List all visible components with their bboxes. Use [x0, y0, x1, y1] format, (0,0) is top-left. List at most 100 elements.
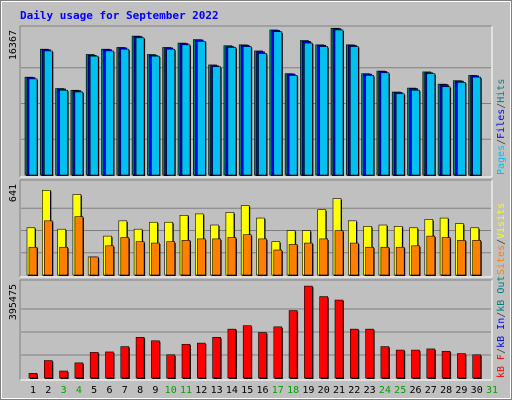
bar [181, 343, 191, 379]
panel-legend: kB F/kB In/kB Out [496, 276, 507, 378]
bar [288, 75, 298, 176]
x-tick-label: 12 [195, 385, 207, 396]
x-tick-label: 9 [152, 385, 158, 396]
panel-pages-files-hits: 16367 Pages/Files/Hits [8, 25, 507, 178]
x-tick-label: 29 [455, 385, 467, 396]
bar [166, 354, 175, 379]
legend-entry: Files [496, 109, 507, 139]
series-kb-f [28, 285, 482, 379]
bar [135, 37, 145, 176]
x-tick-label: 6 [106, 385, 112, 396]
bar [426, 73, 436, 176]
legend-entry: / [496, 312, 507, 318]
x-tick-label: 30 [471, 385, 483, 396]
bar [105, 351, 114, 379]
bar [380, 346, 390, 379]
outer-border-light [1, 1, 511, 399]
x-axis-labels: 1 2 3 4 5 6 7 8 9 10 11 12 13 14 15 16 17 18 19 20 21 22 23 24 2… [30, 385, 498, 396]
bar [395, 349, 405, 379]
series-pages [28, 29, 482, 177]
panel-kb: 395475 kB F/kB In/kB Out [8, 276, 507, 381]
bar [426, 235, 436, 276]
legend-entry: / [496, 348, 507, 354]
bar [411, 245, 420, 276]
x-tick-label: 5 [91, 385, 97, 396]
bar [197, 41, 206, 176]
x-tick-label: 15 [241, 385, 253, 396]
y-max-label: 16367 [8, 30, 19, 60]
x-tick-label: 25 [394, 385, 406, 396]
bar [89, 55, 99, 176]
bar [212, 238, 221, 276]
bar [319, 46, 329, 176]
bar [242, 46, 252, 176]
bar [258, 53, 267, 176]
panel-legend: Sites/Visits [496, 203, 507, 275]
bar [181, 44, 191, 176]
bar [426, 348, 436, 379]
chart-panels: 16367Pages/Files/Hits641Sites/Visits3954… [8, 25, 507, 381]
bar [441, 350, 451, 379]
bar [227, 47, 237, 176]
bar [28, 78, 38, 176]
x-tick-label: 31 [486, 385, 498, 396]
bar [120, 48, 130, 176]
x-tick-label: 20 [318, 385, 330, 396]
x-tick-label: 27 [425, 385, 437, 396]
bar [411, 349, 420, 379]
x-tick-label: 13 [211, 385, 223, 396]
legend-entry: / [496, 103, 507, 109]
bar [120, 237, 130, 276]
bar [59, 246, 68, 276]
legend-entry: Sites [496, 245, 507, 275]
bar [43, 220, 53, 276]
x-tick-label: 22 [348, 385, 360, 396]
legend-entry: / [496, 239, 507, 245]
legend-entry: kB In [496, 318, 507, 348]
bar [166, 241, 175, 276]
bar [273, 249, 283, 276]
bar [74, 91, 84, 176]
bar [395, 246, 405, 276]
legend-entry: / [496, 139, 507, 145]
x-tick-label: 10 [165, 385, 177, 396]
bar [135, 336, 145, 379]
bar [105, 50, 114, 176]
bar [273, 326, 283, 379]
x-tick-label: 18 [287, 385, 299, 396]
bar [457, 239, 466, 276]
bar [441, 237, 451, 276]
bar [304, 42, 313, 176]
y-max-label: 641 [8, 184, 19, 202]
bar [395, 93, 405, 176]
chart-title: Daily usage for September 2022 [20, 9, 219, 22]
bar [105, 245, 114, 276]
bar [349, 242, 359, 276]
bar [43, 360, 53, 379]
panel-legend: Pages/Files/Hits [496, 79, 507, 175]
x-tick-label: 28 [440, 385, 452, 396]
bar [472, 354, 482, 379]
bar [120, 346, 130, 379]
x-tick-label: 16 [256, 385, 268, 396]
x-tick-label: 17 [272, 385, 284, 396]
x-tick-label: 4 [76, 385, 82, 396]
x-tick-label: 3 [61, 385, 67, 396]
bar [304, 242, 313, 276]
bar [135, 241, 145, 276]
bar [197, 238, 206, 276]
y-max-label: 395475 [8, 284, 19, 320]
bar [258, 332, 267, 379]
bar [227, 237, 237, 276]
bar [89, 256, 99, 276]
bar [457, 82, 466, 176]
bar [59, 89, 68, 176]
bar [242, 325, 252, 379]
bar [43, 50, 53, 176]
x-tick-label: 8 [137, 385, 143, 396]
bar [319, 238, 329, 276]
bar [457, 353, 466, 379]
x-tick-label: 23 [364, 385, 376, 396]
x-tick-label: 26 [409, 385, 421, 396]
